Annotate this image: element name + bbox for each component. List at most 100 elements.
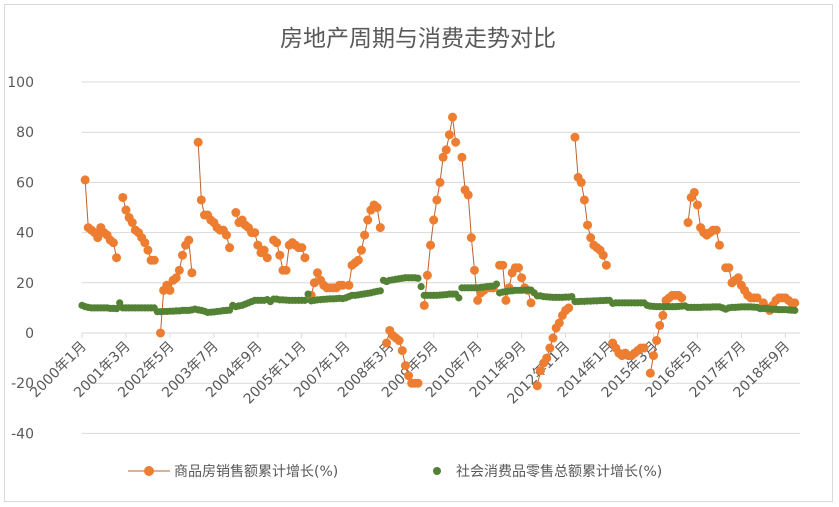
data-point xyxy=(466,233,476,243)
y-tick-label: -40 xyxy=(11,426,34,442)
data-point xyxy=(422,270,432,280)
data-point xyxy=(601,260,611,270)
data-point xyxy=(426,240,436,250)
data-point xyxy=(231,208,241,218)
data-point xyxy=(127,218,137,228)
data-point xyxy=(149,255,159,265)
legend-label: 社会消费品零售总额累计增长(%) xyxy=(456,464,662,480)
data-point xyxy=(689,187,699,197)
data-point xyxy=(711,225,721,235)
data-point xyxy=(498,260,508,270)
data-point xyxy=(545,343,555,353)
data-point xyxy=(455,294,463,302)
data-point xyxy=(677,293,687,303)
data-point xyxy=(683,218,693,228)
data-point xyxy=(400,361,410,371)
data-point xyxy=(394,336,404,346)
data-point xyxy=(156,328,165,338)
data-point xyxy=(438,152,448,162)
data-point xyxy=(639,343,649,353)
data-point xyxy=(404,371,414,381)
data-point xyxy=(275,250,285,260)
y-axis-ticks: -40 -20 0 20 40 60 80 100 xyxy=(7,75,34,442)
data-point xyxy=(579,195,589,205)
data-point xyxy=(193,137,203,147)
series-line xyxy=(461,157,494,301)
data-point xyxy=(221,230,231,240)
data-point xyxy=(752,293,762,303)
legend-marker xyxy=(144,466,154,476)
y-tick-label: 0 xyxy=(25,326,34,342)
data-point xyxy=(492,280,501,288)
data-point xyxy=(140,238,150,248)
plot-area xyxy=(78,112,800,391)
data-point xyxy=(517,273,527,283)
legend-item-housing-sales: 商品房销售额累计增长(%) xyxy=(128,464,338,480)
data-point xyxy=(372,203,382,212)
data-point xyxy=(417,282,425,291)
y-tick-label: 40 xyxy=(16,226,34,242)
data-point xyxy=(281,265,291,275)
data-point xyxy=(196,195,206,205)
data-point xyxy=(432,195,442,205)
data-point xyxy=(429,215,439,225)
data-point xyxy=(174,265,184,275)
data-point xyxy=(570,132,580,142)
data-point xyxy=(184,235,194,245)
data-point xyxy=(262,253,272,263)
data-point xyxy=(297,243,307,253)
data-point xyxy=(655,320,665,330)
data-point xyxy=(376,287,384,295)
legend-item-retail-sales: 社会消费品零售总额累计增长(%) xyxy=(433,464,662,480)
data-point xyxy=(463,190,473,200)
data-point xyxy=(356,245,366,255)
data-point xyxy=(304,290,312,298)
legend: 商品房销售额累计增长(%) 社会消费品零售总额累计增长(%) xyxy=(128,464,662,480)
data-point xyxy=(353,255,363,265)
legend-marker xyxy=(433,467,441,475)
data-point xyxy=(363,215,373,225)
data-point xyxy=(397,346,407,356)
data-point xyxy=(108,238,118,248)
data-point xyxy=(118,192,128,202)
data-point xyxy=(548,333,558,343)
data-point xyxy=(473,295,483,305)
data-point xyxy=(250,228,260,238)
data-point xyxy=(724,263,734,273)
data-point xyxy=(121,205,131,215)
data-point xyxy=(733,273,743,283)
data-point xyxy=(526,298,536,308)
data-point xyxy=(177,250,187,260)
data-point xyxy=(313,268,322,278)
data-point xyxy=(598,250,608,260)
data-point xyxy=(338,280,348,290)
data-point xyxy=(648,351,658,361)
series-housing-sales xyxy=(80,112,800,391)
data-point xyxy=(535,366,545,376)
data-point xyxy=(225,243,235,253)
data-point xyxy=(272,238,282,248)
data-point xyxy=(714,240,724,250)
data-point xyxy=(692,200,702,210)
legend-label: 商品房销售额累计增长(%) xyxy=(174,464,338,480)
data-point xyxy=(513,263,523,273)
data-point xyxy=(576,177,586,187)
data-point xyxy=(344,280,354,290)
y-tick-label: -20 xyxy=(11,376,34,392)
y-tick-label: 80 xyxy=(16,125,34,141)
y-tick-label: 100 xyxy=(7,75,34,91)
data-point xyxy=(652,336,662,346)
data-point xyxy=(301,296,309,304)
data-point xyxy=(112,253,122,263)
chart-frame xyxy=(4,4,833,502)
data-point xyxy=(80,175,90,185)
data-point xyxy=(93,233,103,243)
data-point xyxy=(448,112,458,122)
data-point xyxy=(791,306,799,315)
data-point xyxy=(187,268,197,278)
data-point xyxy=(457,152,467,162)
data-point xyxy=(165,285,175,295)
data-point xyxy=(564,303,574,313)
data-point xyxy=(419,300,429,310)
